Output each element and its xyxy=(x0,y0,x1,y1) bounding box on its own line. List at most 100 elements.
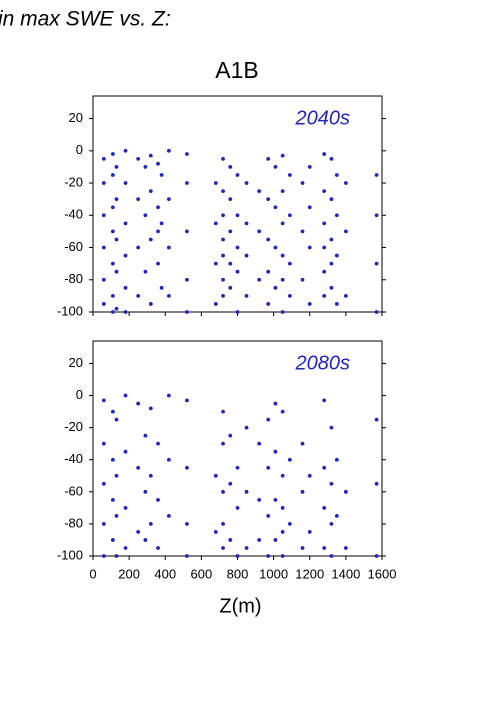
point xyxy=(329,156,334,161)
point xyxy=(148,473,153,478)
point xyxy=(280,530,285,534)
point xyxy=(213,181,218,185)
point xyxy=(136,465,141,470)
point xyxy=(244,181,249,185)
point xyxy=(136,401,141,406)
point xyxy=(185,398,189,403)
y-tick-label: -100 xyxy=(57,547,83,562)
point xyxy=(185,310,189,314)
point xyxy=(374,417,379,422)
point xyxy=(159,285,164,290)
point xyxy=(322,189,327,194)
point xyxy=(244,546,249,550)
point xyxy=(123,310,128,314)
panel-label: 2080s xyxy=(295,352,351,374)
point xyxy=(266,417,271,422)
point xyxy=(110,497,115,502)
point xyxy=(235,213,240,218)
point xyxy=(300,277,305,282)
point xyxy=(235,505,240,510)
point xyxy=(156,546,160,550)
point xyxy=(343,293,348,298)
point xyxy=(166,393,171,398)
point xyxy=(280,277,285,282)
point xyxy=(322,546,327,550)
point xyxy=(221,546,225,550)
point xyxy=(123,253,128,258)
point xyxy=(221,522,225,526)
point xyxy=(300,489,305,494)
point xyxy=(287,522,292,526)
point xyxy=(114,237,119,242)
point xyxy=(148,189,153,194)
point xyxy=(322,293,327,298)
point xyxy=(307,205,312,210)
point xyxy=(257,189,262,194)
point xyxy=(213,221,218,226)
point xyxy=(221,189,225,194)
point xyxy=(329,554,334,558)
point xyxy=(110,261,115,266)
point xyxy=(287,213,292,218)
point xyxy=(235,310,240,314)
x-tick-label: 1000 xyxy=(259,566,288,581)
point xyxy=(114,306,119,311)
point xyxy=(322,152,327,156)
point xyxy=(300,181,305,185)
point xyxy=(329,237,334,242)
point xyxy=(266,237,271,242)
point xyxy=(228,285,233,290)
point xyxy=(280,221,285,226)
point xyxy=(273,401,278,406)
point xyxy=(185,181,189,185)
point xyxy=(143,433,148,438)
point xyxy=(185,554,189,558)
point xyxy=(329,481,334,486)
y-tick-label: -80 xyxy=(64,271,83,286)
point xyxy=(148,153,153,158)
point xyxy=(287,457,292,462)
x-tick-label: 400 xyxy=(154,566,176,581)
point xyxy=(101,181,106,185)
point xyxy=(287,261,292,266)
x-tick-label: 600 xyxy=(191,566,213,581)
point xyxy=(273,205,278,210)
point xyxy=(159,173,164,177)
point xyxy=(101,302,106,306)
point xyxy=(110,310,115,314)
point xyxy=(307,530,312,534)
point xyxy=(374,213,379,218)
point xyxy=(228,197,233,202)
point xyxy=(266,513,271,518)
x-tick-label: 800 xyxy=(227,566,249,581)
point xyxy=(334,302,339,306)
point xyxy=(156,441,160,446)
point xyxy=(101,277,106,282)
y-tick-label: -20 xyxy=(64,174,83,189)
point xyxy=(235,245,240,250)
point xyxy=(185,152,189,156)
y-tick-label: -80 xyxy=(64,515,83,530)
point xyxy=(343,229,348,234)
point xyxy=(287,173,292,177)
point xyxy=(322,505,327,510)
point xyxy=(123,449,128,454)
point xyxy=(136,245,141,250)
point xyxy=(166,245,171,250)
point xyxy=(257,538,262,542)
point xyxy=(228,433,233,438)
point xyxy=(280,310,285,314)
point xyxy=(123,505,128,510)
point xyxy=(334,513,339,518)
point xyxy=(257,497,262,502)
point xyxy=(136,530,141,534)
point xyxy=(266,269,271,274)
point xyxy=(221,253,225,258)
point xyxy=(343,489,348,494)
point xyxy=(123,285,128,290)
point xyxy=(148,522,153,526)
point xyxy=(322,269,327,274)
y-tick-label: 0 xyxy=(76,142,83,157)
point xyxy=(244,425,249,430)
point xyxy=(101,554,106,558)
